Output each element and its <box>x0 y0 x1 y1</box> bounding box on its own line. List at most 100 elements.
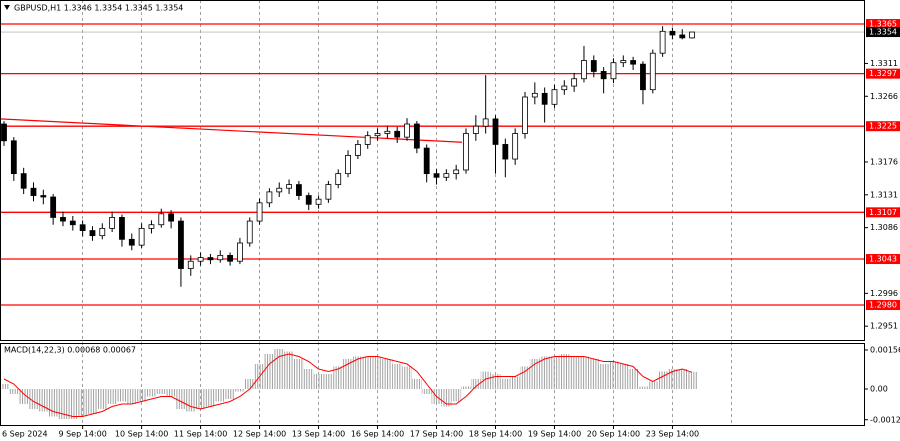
macd-bar <box>687 372 698 389</box>
macd-bar <box>8 389 19 394</box>
level-label-box <box>866 121 900 132</box>
candle-body <box>40 195 47 198</box>
macd-bar <box>588 359 599 389</box>
macd-bar <box>579 356 589 389</box>
macd-y-tick-label: 0.00 <box>870 385 888 394</box>
macd-bar <box>0 384 9 389</box>
candle-body <box>89 230 96 237</box>
last-price-label: 1.3354 <box>869 28 897 37</box>
candle-body <box>512 133 519 160</box>
candle-body <box>305 195 312 205</box>
macd-y-tick-label: 0.00156 <box>870 346 900 355</box>
candle-body <box>443 173 450 178</box>
menu-arrow[interactable] <box>4 5 10 10</box>
candle-body <box>669 30 676 36</box>
candle-body <box>197 257 204 262</box>
candle-body <box>286 184 292 189</box>
macd-bar <box>215 389 226 402</box>
x-tick-label: 19 Sep 14:00 <box>528 430 581 439</box>
macd-bar <box>343 359 353 389</box>
macd-bar <box>480 371 491 389</box>
macd-bar <box>146 389 157 397</box>
candle-body <box>590 60 597 72</box>
candle-body <box>256 202 263 222</box>
level-label: 1.3043 <box>869 255 897 264</box>
level-label: 1.3365 <box>869 20 897 29</box>
macd-bar <box>48 389 59 417</box>
macd-bar <box>421 389 432 394</box>
candle-body <box>315 198 322 205</box>
level-label: 1.3225 <box>869 122 897 131</box>
candle-body <box>138 227 145 246</box>
macd-bar <box>451 389 462 402</box>
candle-body <box>79 224 86 231</box>
y-tick-label: 1.2996 <box>870 289 898 298</box>
macd-bar <box>618 364 629 389</box>
macd-bar <box>392 364 403 389</box>
level-label: 1.2980 <box>869 301 897 310</box>
candle-body <box>128 238 135 246</box>
macd-bar <box>638 386 648 389</box>
macd-bar <box>352 356 363 389</box>
candle-body <box>610 62 617 80</box>
y-tick-label: 1.3311 <box>870 59 898 68</box>
candle-body <box>227 254 233 262</box>
candle-body <box>109 217 116 229</box>
macd-bar <box>313 374 324 389</box>
y-tick-label: 1.3131 <box>870 190 898 199</box>
macd-bar <box>67 389 78 419</box>
macd-signal <box>3 353 693 417</box>
candle-body <box>69 220 76 226</box>
candle-body <box>60 217 66 222</box>
level-label: 1.3297 <box>869 69 897 78</box>
macd-y-tick-label: -0.00123 <box>870 415 900 424</box>
macd-bar <box>294 359 304 389</box>
macd-bar <box>264 354 275 389</box>
macd-bar <box>441 389 452 407</box>
candle-body <box>384 130 391 134</box>
macd-bar <box>608 361 619 389</box>
macd-bar <box>520 366 530 389</box>
candle-body <box>482 118 489 127</box>
candle-body <box>404 123 410 138</box>
x-tick-label: 18 Sep 14:00 <box>469 430 522 439</box>
macd-frame <box>0 343 865 426</box>
candle-body <box>463 133 469 171</box>
macd-bar <box>107 389 118 404</box>
macd-bar <box>97 389 108 409</box>
candle-body <box>276 187 283 193</box>
trendline <box>0 118 463 143</box>
candle-body <box>541 92 548 105</box>
candle-body <box>453 169 460 175</box>
macd-bar <box>510 376 521 389</box>
candle-body <box>561 85 568 91</box>
x-tick-label: 10 Sep 14:00 <box>115 430 168 439</box>
candle-body <box>237 242 243 262</box>
x-tick-label: 11 Sep 14:00 <box>174 430 227 439</box>
candle-body <box>502 144 509 160</box>
level-label-box <box>866 68 900 79</box>
macd-bar <box>195 389 206 409</box>
macd-bar <box>647 381 658 389</box>
candle-body <box>374 133 381 137</box>
level-label-box <box>866 207 900 218</box>
main-frame <box>0 0 865 341</box>
candle-body <box>158 213 165 226</box>
macd-bar <box>657 371 668 389</box>
x-tick-label: 13 Sep 14:00 <box>292 430 345 439</box>
candle-body <box>472 125 479 134</box>
candle-body <box>50 196 57 218</box>
macd-bar <box>667 369 678 389</box>
x-tick-label: 6 Sep 2024 <box>2 430 48 439</box>
macd-bar <box>372 356 383 389</box>
macd-title: MACD(14,22,3) 0.00068 0.00067 <box>4 346 136 355</box>
chart-title: GBPUSD,H1 1.3346 1.3354 1.3345 1.3354 <box>14 4 183 13</box>
macd-bar <box>411 379 422 389</box>
candle-body <box>207 257 214 261</box>
macd-bar <box>126 389 137 404</box>
candle-body <box>640 63 646 91</box>
y-tick-label: 1.3086 <box>870 223 898 232</box>
macd-bar <box>77 389 88 417</box>
macd-bar <box>362 356 373 389</box>
